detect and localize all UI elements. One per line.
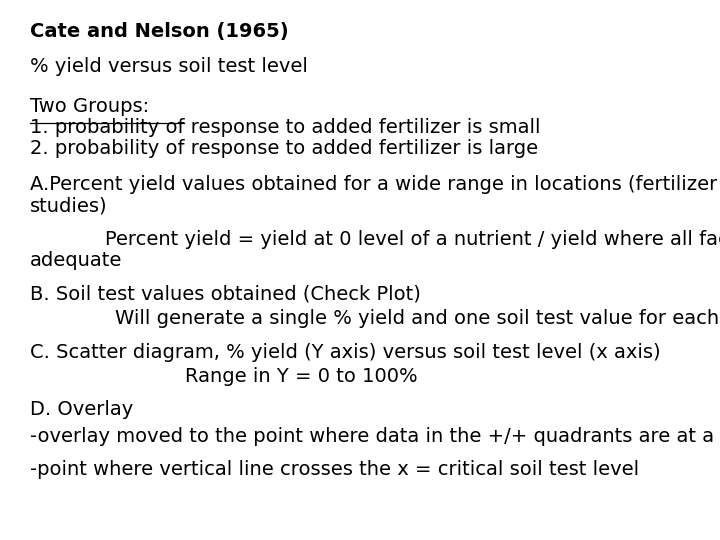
Text: B. Soil test values obtained (Check Plot): B. Soil test values obtained (Check Plot… xyxy=(30,285,421,304)
Text: adequate: adequate xyxy=(30,251,122,270)
Text: Percent yield = yield at 0 level of a nutrient / yield where all factors are: Percent yield = yield at 0 level of a nu… xyxy=(105,230,720,249)
Text: Range in Y = 0 to 100%: Range in Y = 0 to 100% xyxy=(185,367,418,386)
Text: Two Groups:: Two Groups: xyxy=(30,97,149,116)
Text: Will generate a single % yield and one soil test value for each location: Will generate a single % yield and one s… xyxy=(115,309,720,328)
Text: 2. probability of response to added fertilizer is large: 2. probability of response to added fert… xyxy=(30,139,538,158)
Text: D. Overlay: D. Overlay xyxy=(30,400,133,419)
Text: 1. probability of response to added fertilizer is small: 1. probability of response to added fert… xyxy=(30,118,541,137)
Text: A.Percent yield values obtained for a wide range in locations (fertilizer rate: A.Percent yield values obtained for a wi… xyxy=(30,175,720,194)
Text: C. Scatter diagram, % yield (Y axis) versus soil test level (x axis): C. Scatter diagram, % yield (Y axis) ver… xyxy=(30,343,661,362)
Text: % yield versus soil test level: % yield versus soil test level xyxy=(30,57,308,76)
Text: Cate and Nelson (1965): Cate and Nelson (1965) xyxy=(30,22,289,41)
Text: -overlay moved to the point where data in the +/+ quadrants are at a maximum: -overlay moved to the point where data i… xyxy=(30,427,720,446)
Text: -point where vertical line crosses the x = critical soil test level: -point where vertical line crosses the x… xyxy=(30,460,639,479)
Text: studies): studies) xyxy=(30,196,107,215)
